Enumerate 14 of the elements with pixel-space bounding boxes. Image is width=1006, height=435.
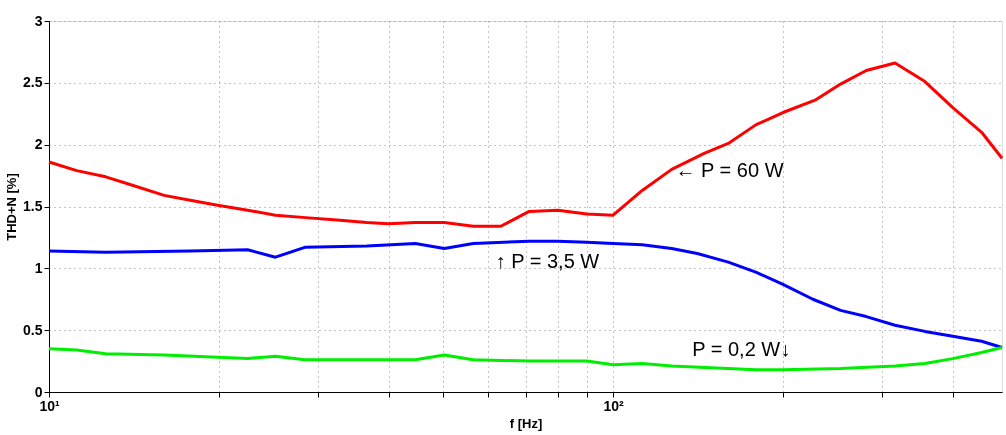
- y-tick-label: 2.5: [23, 74, 43, 91]
- y-tick-label: 1.5: [23, 198, 43, 214]
- annotation: ← P = 60 W: [675, 158, 784, 181]
- x-tick-label: 10²: [603, 397, 625, 414]
- y-axis-title: THD+N [%]: [4, 173, 20, 241]
- x-axis-title: f [Hz]: [509, 415, 543, 431]
- x-tick-label: 10¹: [39, 397, 60, 414]
- y-tick-label: 2: [34, 136, 43, 153]
- y-tick-label: 1: [34, 259, 43, 276]
- annotation: P = 0,2 W↓: [692, 337, 791, 360]
- y-tick-label: 3: [34, 12, 43, 29]
- annotation: ↑ P = 3,5 W: [495, 250, 600, 273]
- y-tick-label: 0.5: [23, 321, 43, 338]
- y-tick-label: 0: [34, 383, 43, 400]
